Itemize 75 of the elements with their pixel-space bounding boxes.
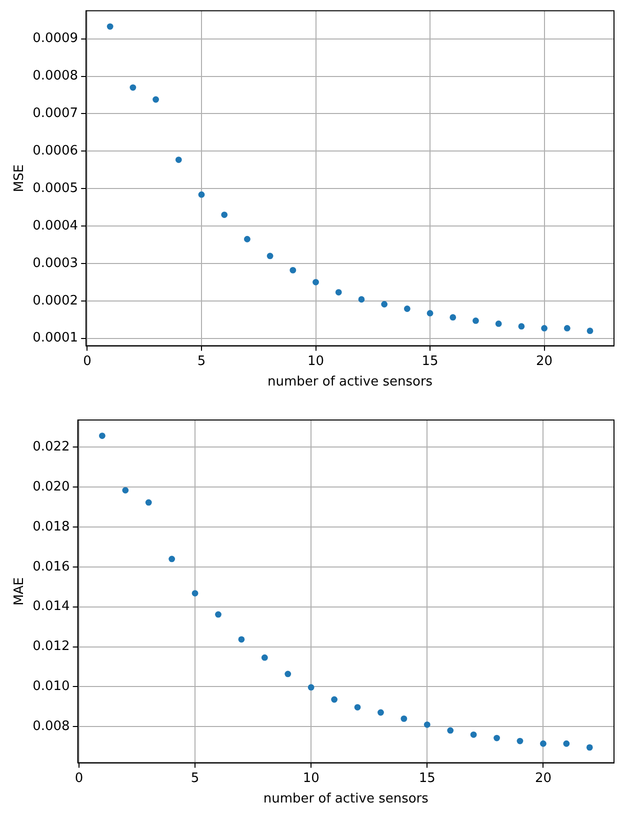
x-tick-label: 5 xyxy=(197,354,206,369)
point xyxy=(98,432,106,439)
point xyxy=(244,236,250,242)
point xyxy=(381,301,388,308)
point xyxy=(261,654,268,661)
x-tick-label: 15 xyxy=(418,770,436,786)
point xyxy=(308,684,314,691)
y-tick-label: 0.0005 xyxy=(32,180,78,196)
point xyxy=(145,499,152,506)
point xyxy=(331,696,338,703)
point xyxy=(400,715,408,722)
y-tick-label: 0.0004 xyxy=(32,218,78,234)
point xyxy=(516,738,524,744)
y-tick-label: 0.012 xyxy=(32,639,70,654)
y-tick-label: 0.020 xyxy=(32,479,70,494)
point xyxy=(358,296,365,303)
x-axis-title: number of active sensors xyxy=(263,792,429,807)
y-tick-label: 0.014 xyxy=(32,599,70,614)
point xyxy=(472,318,479,324)
y-tick-label: 0.016 xyxy=(32,559,70,574)
x-tick-label: 20 xyxy=(534,770,552,786)
point xyxy=(221,212,228,218)
y-tick-label: 0.018 xyxy=(32,519,70,534)
x-tick-label: 0 xyxy=(74,770,84,786)
point xyxy=(284,670,292,678)
point xyxy=(404,306,410,312)
point xyxy=(198,191,205,198)
y-tick-label: 0.010 xyxy=(32,679,70,694)
x-tick-label: 5 xyxy=(190,770,200,786)
point xyxy=(266,252,274,260)
point xyxy=(354,704,361,710)
point xyxy=(192,590,198,596)
point xyxy=(495,320,502,327)
point xyxy=(563,740,570,747)
point xyxy=(290,266,296,274)
x-tick-label: 10 xyxy=(302,770,320,786)
point xyxy=(470,731,477,738)
x-tick-label: 0 xyxy=(83,354,92,369)
point xyxy=(450,314,456,321)
y-tick-label: 0.0003 xyxy=(32,256,78,271)
x-tick-label: 10 xyxy=(307,354,324,369)
point xyxy=(168,556,176,562)
y-tick-label: 0.0006 xyxy=(32,144,78,159)
point xyxy=(564,325,570,332)
y-axis-title: MAE xyxy=(12,577,28,606)
y-tick-label: 0.0007 xyxy=(32,106,78,122)
point xyxy=(447,727,454,734)
point xyxy=(540,740,546,747)
point xyxy=(378,709,384,716)
y-tick-label: 0.008 xyxy=(32,719,70,734)
y-axis-title: MSE xyxy=(12,164,28,192)
point xyxy=(426,310,434,316)
x-tick-label: 20 xyxy=(536,354,553,369)
point xyxy=(215,611,222,618)
point xyxy=(518,323,525,330)
point xyxy=(586,328,594,334)
point xyxy=(541,325,548,332)
point xyxy=(238,636,245,643)
y-tick-label: 0.022 xyxy=(32,440,70,455)
x-tick-label: 15 xyxy=(422,354,438,369)
point xyxy=(175,156,182,163)
y-tick-label: 0.0002 xyxy=(32,293,78,308)
point xyxy=(122,487,129,494)
y-tick-label: 0.0001 xyxy=(32,330,78,346)
x-axis-title: number of active sensors xyxy=(268,374,433,390)
point xyxy=(106,23,114,30)
y-tick-label: 0.0009 xyxy=(32,31,78,46)
y-tick-label: 0.0008 xyxy=(32,68,78,84)
point xyxy=(130,84,136,91)
point xyxy=(586,744,593,751)
point xyxy=(494,734,500,742)
point xyxy=(152,96,159,103)
point xyxy=(424,721,430,728)
point xyxy=(312,278,319,286)
point xyxy=(335,289,342,296)
